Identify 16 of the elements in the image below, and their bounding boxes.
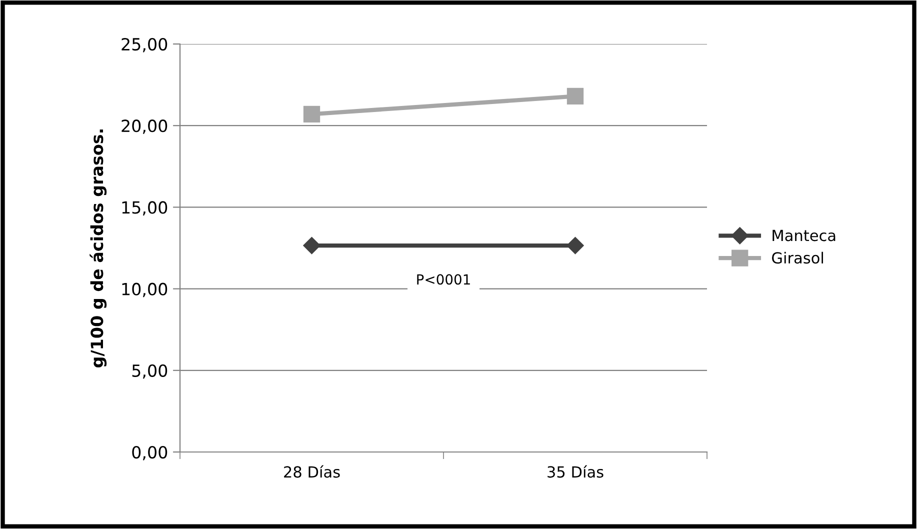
point (303, 106, 320, 123)
y-axis-title: g/100 g de ácidos grasos. (90, 130, 107, 368)
y-tick-label: 5,00 (132, 364, 168, 379)
x-tick-label: 28 Días (284, 465, 340, 478)
annotation: P<0001 (417, 274, 470, 285)
y-tick-label: 0,00 (132, 446, 168, 460)
point (566, 237, 584, 254)
legend-label: Girasol (772, 252, 824, 264)
x-tick-label: 35 Días (548, 465, 604, 478)
y-tick-label: 25,00 (122, 38, 168, 52)
point (566, 88, 584, 105)
y-tick-label: 15,00 (122, 201, 168, 216)
point (303, 237, 320, 254)
y-tick-label: 10,00 (122, 282, 168, 298)
y-tick-label: 20,00 (122, 120, 168, 134)
legend-label: Manteca (772, 230, 836, 242)
